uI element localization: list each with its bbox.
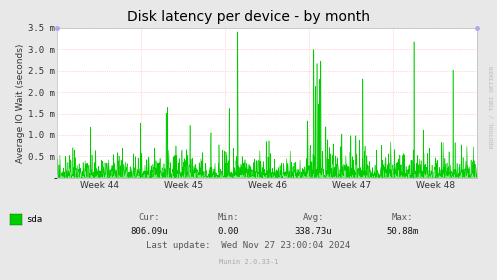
Text: Min:: Min: [218,213,240,221]
Text: Munin 2.0.33-1: Munin 2.0.33-1 [219,259,278,265]
Y-axis label: Average IO Wait (seconds): Average IO Wait (seconds) [16,43,25,163]
Text: 50.88m: 50.88m [387,227,418,235]
Text: Cur:: Cur: [138,213,160,221]
Text: RRDTOOL / TOBI OETIKER: RRDTOOL / TOBI OETIKER [490,65,495,148]
Text: Disk latency per device - by month: Disk latency per device - by month [127,10,370,24]
Text: Avg:: Avg: [302,213,324,221]
Text: 338.73u: 338.73u [294,227,332,235]
Text: 806.09u: 806.09u [130,227,168,235]
Text: sda: sda [26,215,42,224]
Text: 0.00: 0.00 [218,227,240,235]
Text: Last update:  Wed Nov 27 23:00:04 2024: Last update: Wed Nov 27 23:00:04 2024 [147,241,350,249]
Text: Max:: Max: [392,213,414,221]
